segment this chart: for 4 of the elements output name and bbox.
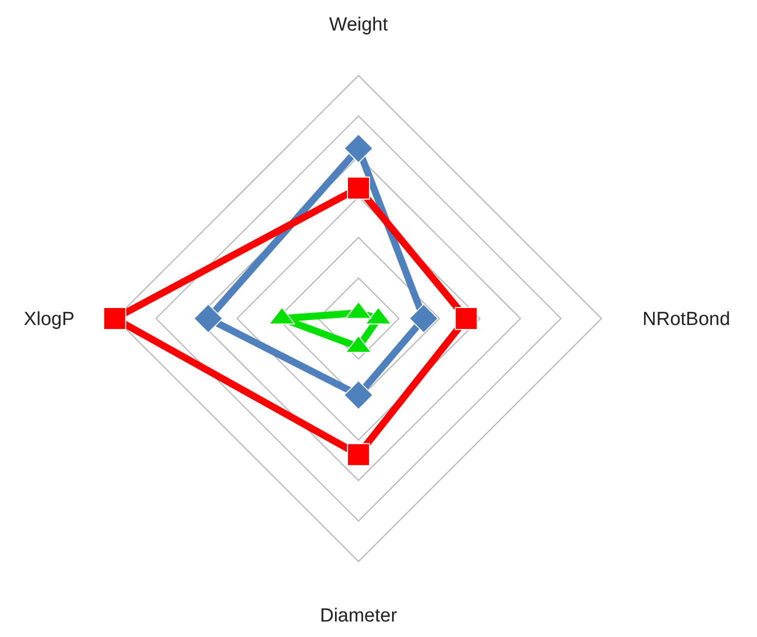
spoke-label: XlogP: [24, 309, 74, 330]
spoke-label: Weight: [329, 14, 389, 36]
spoke-label: Diameter: [320, 606, 398, 626]
spoke-label: NRotBond: [642, 309, 730, 330]
